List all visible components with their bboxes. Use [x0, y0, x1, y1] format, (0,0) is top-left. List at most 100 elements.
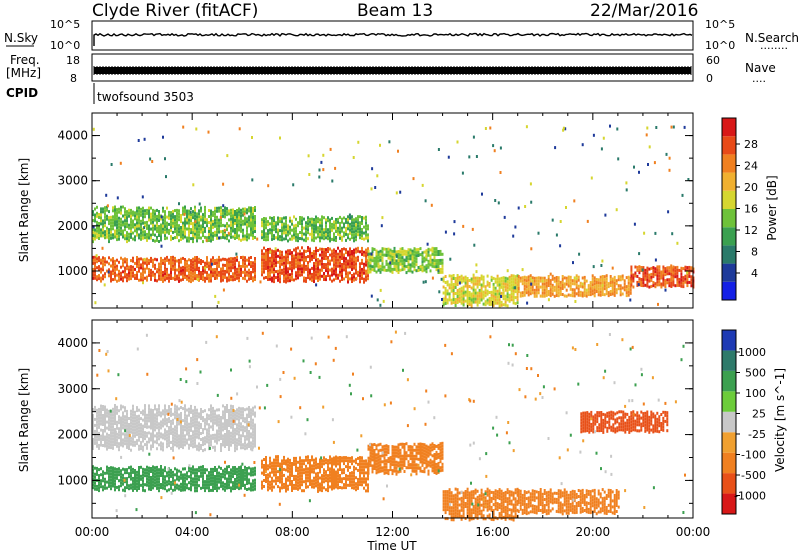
nave-label: Nave: [745, 61, 776, 75]
data-cell: [128, 214, 130, 218]
data-cell: [130, 421, 132, 425]
data-cell: [154, 484, 156, 488]
data-cell: [351, 262, 353, 265]
data-cell: [176, 429, 178, 433]
data-cell: [108, 439, 110, 443]
data-cell: [335, 267, 337, 271]
data-cell: [232, 475, 234, 479]
data-cell: [613, 281, 616, 285]
data-cell: [138, 426, 140, 430]
data-cell: [96, 444, 98, 448]
data-cell: [130, 217, 132, 221]
data-cell: [236, 473, 238, 477]
data-cell: [238, 225, 240, 229]
data-cell: [627, 290, 630, 294]
freq-tick-high: 18: [66, 54, 80, 67]
data-cell: [136, 470, 138, 474]
data-cell: [275, 255, 277, 259]
data-cell: [486, 289, 489, 293]
data-cell: [192, 421, 194, 425]
data-cell: [168, 216, 170, 220]
data-cell: [104, 224, 106, 228]
data-cell: [166, 439, 168, 443]
data-cell: [194, 486, 196, 490]
data-cell: [138, 469, 140, 472]
data-cell: [254, 230, 256, 233]
data-cell: [226, 228, 228, 232]
data-cell: [162, 448, 164, 452]
data-cell: [686, 266, 689, 270]
data-cell: [619, 284, 622, 288]
data-cell: [557, 282, 560, 286]
data-cell: [174, 407, 176, 411]
data-cell: [138, 423, 140, 427]
data-cell: [496, 292, 499, 296]
data-cell: [545, 278, 548, 282]
data-cell: [202, 428, 204, 432]
data-cell: [140, 474, 142, 478]
data-cell: [615, 288, 618, 292]
data-cell: [172, 476, 174, 480]
data-cell: [529, 277, 532, 281]
data-cell: [210, 264, 212, 268]
data-cell: [379, 264, 382, 268]
data-cell: [632, 279, 635, 283]
data-cell: [126, 222, 128, 226]
data-cell: [670, 267, 673, 270]
data-cell: [636, 283, 639, 287]
data-cell: [224, 206, 226, 210]
data-cell: [194, 426, 196, 430]
data-cell: [218, 471, 220, 475]
data-cell: [347, 227, 349, 231]
data-cell: [170, 407, 172, 411]
data-cell: [160, 229, 162, 233]
data-cell: [190, 425, 192, 429]
data-cell: [200, 227, 202, 231]
data-cell: [92, 255, 94, 259]
data-cell: [158, 486, 160, 490]
data-cell: [623, 288, 626, 292]
data-cell: [321, 259, 323, 263]
data-cell: [214, 487, 216, 490]
data-cell: [321, 247, 323, 251]
data-cell: [154, 272, 156, 276]
data-cell: [287, 276, 289, 280]
data-cell: [319, 253, 321, 257]
data-cell: [156, 480, 158, 484]
data-cell: [232, 484, 234, 488]
data-cell: [365, 230, 367, 234]
data-cell: [650, 275, 653, 279]
data-cell: [110, 270, 112, 274]
data-cell: [150, 277, 152, 281]
data-cell: [557, 294, 560, 298]
data-cell: [114, 274, 116, 278]
data-cell: [549, 282, 552, 286]
data-cell: [535, 279, 538, 283]
data-cell: [120, 484, 122, 488]
data-cell: [527, 281, 530, 285]
data-cell: [198, 230, 200, 234]
data-cell: [234, 466, 236, 469]
data-cell: [100, 422, 102, 426]
data-cell: [273, 280, 275, 284]
data-cell: [102, 432, 104, 435]
data-cell: [208, 236, 210, 239]
data-cell: [317, 258, 319, 261]
data-cell: [375, 255, 378, 259]
data-cell: [114, 259, 116, 263]
data-cell: [136, 277, 138, 280]
data-cell: [627, 281, 630, 285]
data-cell: [120, 472, 122, 476]
data-cell: [186, 471, 188, 475]
data-cell: [345, 217, 347, 221]
noise-cell: [92, 225, 95, 229]
data-cell: [104, 438, 106, 442]
data-cell: [200, 259, 202, 262]
data-cell: [289, 225, 291, 229]
data-cell: [230, 480, 232, 484]
data-cell: [174, 268, 176, 272]
data-cell: [656, 283, 659, 287]
data-cell: [166, 409, 168, 413]
data-cell: [301, 267, 303, 271]
data-cell: [178, 212, 180, 216]
